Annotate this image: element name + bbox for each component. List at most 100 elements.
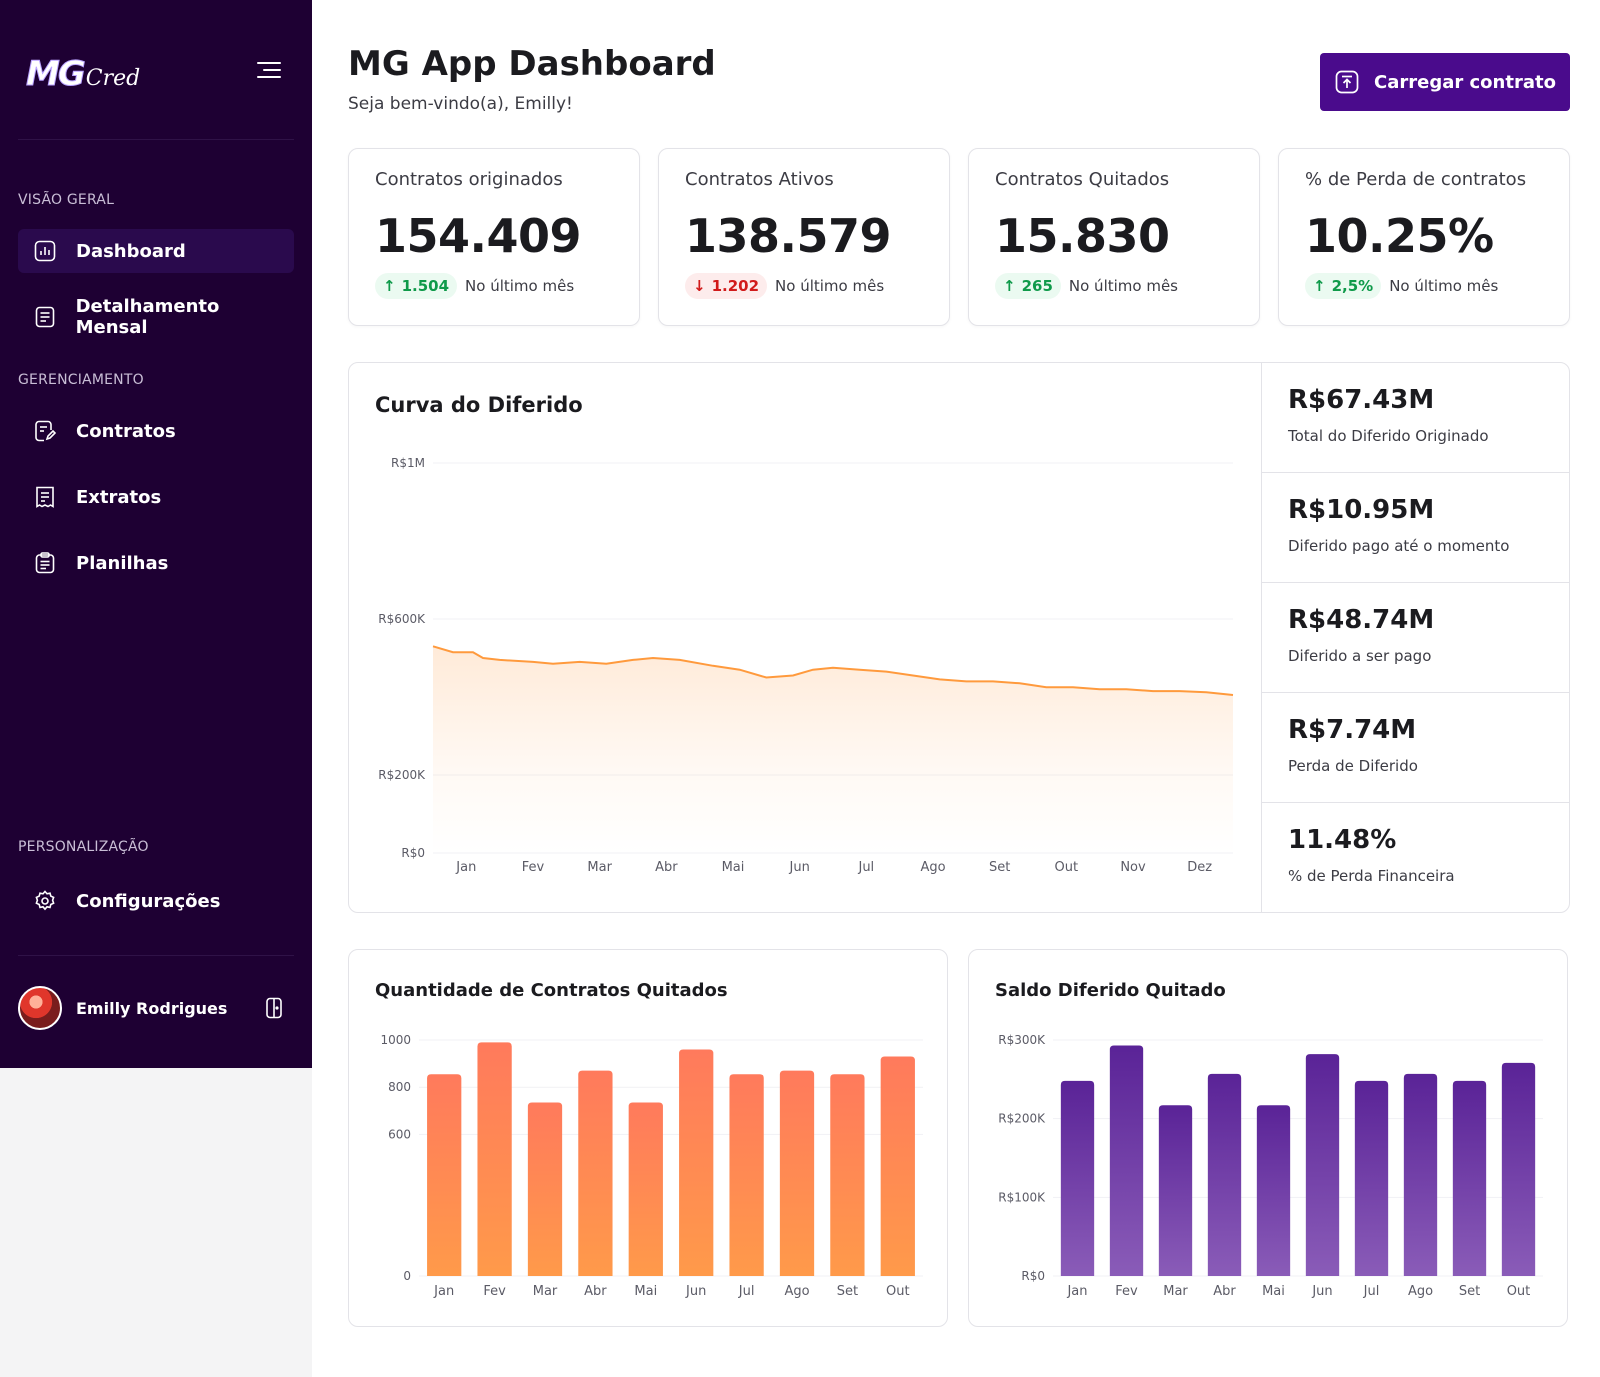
x-tick-label: Set [989, 860, 1010, 875]
sidebar-item-monthly-detail[interactable]: Detalhamento Mensal [18, 295, 294, 339]
stat-change: ↑ 1.504 No último mês [375, 273, 574, 299]
bar [729, 1074, 764, 1276]
change-note: No último mês [775, 277, 885, 295]
gear-icon [32, 888, 58, 914]
metric-total-originated: R$67.43M Total do Diferido Originado [1262, 363, 1569, 473]
settled-balance-title: Saldo Diferido Quitado [995, 980, 1226, 1001]
edit-document-icon [32, 418, 58, 444]
stat-title: Contratos Ativos [685, 169, 834, 190]
stat-title: Contratos originados [375, 169, 563, 190]
mgcred-logo[interactable]: MG Cred [26, 50, 141, 95]
bar [1060, 1080, 1095, 1276]
metric-label: Diferido pago até o momento [1288, 537, 1510, 555]
bar [1158, 1105, 1193, 1276]
clipboard-icon [32, 550, 58, 576]
upload-contract-button[interactable]: Carregar contrato [1320, 53, 1570, 111]
sidebar-item-spreadsheets[interactable]: Planilhas [18, 541, 294, 585]
metric-value: R$67.43M [1288, 385, 1435, 415]
y-tick-label: R$200K [998, 1112, 1046, 1126]
metric-label: % de Perda Financeira [1288, 867, 1455, 885]
y-tick-label: 0 [403, 1269, 411, 1283]
x-tick-label: Ago [1408, 1284, 1433, 1299]
sidebar-item-statements[interactable]: Extratos [18, 475, 294, 519]
arrow-up-icon: ↑ [1003, 277, 1016, 295]
sidebar-empty-area [0, 1068, 312, 1377]
x-tick-label: Jul [738, 1284, 755, 1299]
x-tick-label: Mai [634, 1284, 657, 1299]
section-label-management: GERENCIAMENTO [18, 372, 144, 388]
sidebar-item-label: Configurações [76, 890, 221, 912]
x-tick-label: Mai [1262, 1284, 1285, 1299]
sidebar-item-label: Extratos [76, 486, 162, 508]
bar [679, 1049, 714, 1276]
y-tick-label: R$0 [1021, 1269, 1045, 1283]
upload-contract-label: Carregar contrato [1374, 71, 1556, 93]
chart-icon [32, 238, 58, 264]
metric-label: Perda de Diferido [1288, 757, 1418, 775]
y-tick-label: 800 [388, 1080, 411, 1094]
x-tick-label: Dez [1187, 860, 1212, 875]
sidebar: MG Cred VISÃO GERAL Dashboard Detalhamen… [0, 0, 312, 1068]
bar [1109, 1045, 1144, 1276]
x-tick-label: Mar [1163, 1284, 1188, 1299]
metric-label: Diferido a ser pago [1288, 647, 1432, 665]
welcome-subtitle: Seja bem-vindo(a), Emilly! [348, 94, 573, 114]
sidebar-item-settings[interactable]: Configurações [18, 879, 294, 923]
bar [1305, 1054, 1340, 1276]
change-badge: ↓ 1.202 [685, 273, 768, 299]
settled-count-chart: 0 600 800 1000 Jan Fev Mar Abr Mai Jun Jul Ago Set Ou… [380, 1033, 923, 1299]
sidebar-item-label: Dashboard [76, 240, 186, 262]
x-tick-label: Jan [1066, 1284, 1087, 1299]
bar [1207, 1073, 1242, 1276]
deferred-curve-chart: R$0 R$200K R$600K R$1M Jan Fev Mar Abr Mai Jun Jul… [378, 456, 1234, 875]
logout-icon[interactable] [262, 996, 286, 1020]
bar [1354, 1080, 1389, 1276]
logo-main-text: MG [26, 54, 87, 95]
x-tick-label: Jun [1311, 1284, 1332, 1299]
sidebar-item-contracts[interactable]: Contratos [18, 409, 294, 453]
metric-value: 11.48% [1288, 825, 1397, 855]
x-tick-label: Fev [1115, 1284, 1138, 1299]
change-badge: ↑ 265 [995, 273, 1061, 299]
change-value: 2,5% [1331, 277, 1374, 295]
stat-card-settled: Contratos Quitados 15.830 ↑ 265 No último… [968, 148, 1260, 326]
sidebar-item-dashboard[interactable]: Dashboard [18, 229, 294, 273]
x-tick-label: Set [1459, 1284, 1480, 1299]
x-tick-label: Fev [522, 860, 545, 875]
x-tick-label: Jan [455, 860, 476, 875]
metric-label: Total do Diferido Originado [1288, 427, 1489, 445]
arrow-up-icon: ↑ [383, 277, 396, 295]
bar [1452, 1080, 1487, 1276]
x-tick-label: Out [1055, 860, 1079, 875]
metric-value: R$7.74M [1288, 715, 1417, 745]
x-tick-label: Nov [1120, 860, 1146, 875]
change-value: 1.202 [711, 277, 760, 295]
menu-toggle-icon[interactable] [255, 60, 281, 80]
upload-icon [1334, 69, 1360, 95]
change-value: 1.504 [401, 277, 450, 295]
stat-change: ↓ 1.202 No último mês [685, 273, 884, 299]
user-profile[interactable]: Emilly Rodrigues [18, 985, 294, 1031]
stat-card-originated: Contratos originados 154.409 ↑ 1.504 No ú… [348, 148, 640, 326]
y-tick-label: 600 [388, 1127, 411, 1141]
receipt-icon [32, 484, 58, 510]
section-label-overview: VISÃO GERAL [18, 192, 115, 208]
stat-card-loss-rate: % de Perda de contratos 10.25% ↑ 2,5% No … [1278, 148, 1570, 326]
x-tick-label: Abr [584, 1284, 607, 1299]
change-note: No último mês [1068, 277, 1178, 295]
avatar[interactable] [18, 986, 62, 1030]
bar [830, 1074, 865, 1276]
area-fill [433, 646, 1233, 853]
change-value: 265 [1021, 277, 1053, 295]
metric-paid-so-far: R$10.95M Diferido pago até o momento [1262, 473, 1569, 583]
stat-title: % de Perda de contratos [1305, 169, 1527, 190]
x-tick-label: Jun [685, 1284, 706, 1299]
user-name: Emilly Rodrigues [76, 998, 228, 1018]
x-tick-label: Jun [789, 860, 810, 875]
arrow-down-icon: ↓ [693, 277, 706, 295]
stat-change: ↑ 265 No último mês [995, 273, 1178, 299]
sidebar-divider [18, 139, 294, 140]
x-tick-label: Set [837, 1284, 858, 1299]
bar [477, 1042, 512, 1276]
bar [880, 1056, 915, 1276]
